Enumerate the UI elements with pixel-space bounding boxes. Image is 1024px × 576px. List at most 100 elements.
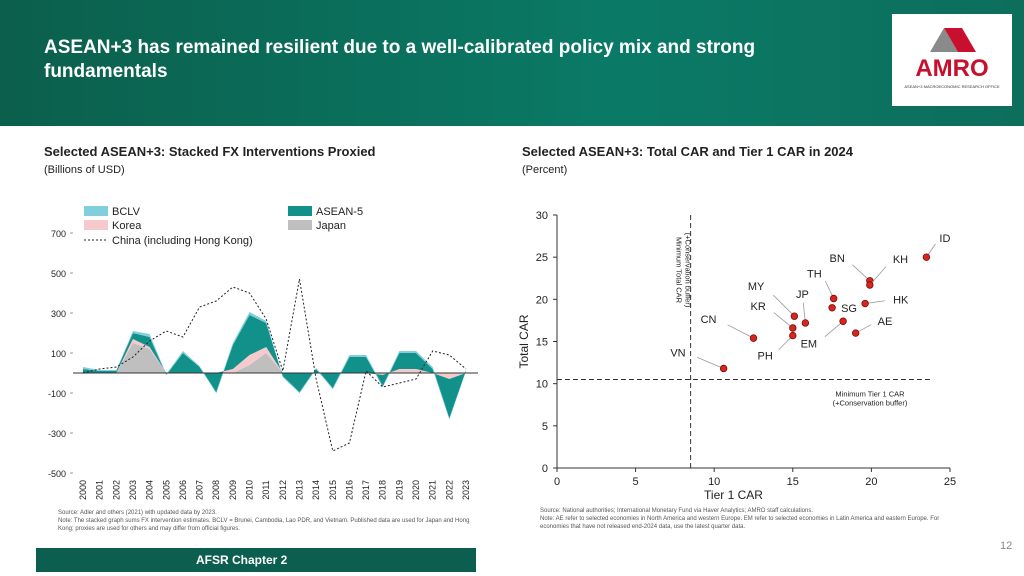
point [801,319,810,327]
x-tick-label: 2009 [228,480,238,500]
note: Note: AE refer to selected economies in … [540,516,940,530]
x-tick-label: 2002 [111,480,121,500]
source-note: Source: National authorities; Internatio… [540,507,960,531]
x-tick-label: 2014 [311,480,321,500]
line-series [82,278,467,452]
legend-label: ASEAN-5 [316,206,363,218]
point-label: BN [830,253,845,265]
leader-line [773,312,794,329]
legend-label: China (including Hong Kong) [112,235,253,247]
logo-shape [944,28,976,52]
x-tick-label: 2012 [278,480,288,500]
legend-label: Japan [316,220,346,232]
reference-label: (+Conservation buffer) [833,398,908,407]
x-tick-label: 10 [708,476,720,488]
x-axis-label: Tier 1 CAR [704,488,763,502]
leader-line [852,264,871,282]
point [719,364,728,373]
point [861,299,869,308]
point-label: MY [748,281,765,293]
point [789,331,797,340]
y-tick-label: 500 [51,269,66,279]
y-tick-label: 100 [51,349,66,359]
point-label: HK [893,295,909,307]
chart-title: Selected ASEAN+3: Total CAR and Tier 1 C… [522,144,854,159]
x-tick-label: 2022 [444,480,454,500]
logo-shape [930,28,958,52]
legend-label: Korea [112,220,142,232]
source-note: Source: Adler and others (2021) with upd… [58,509,478,533]
legend-swatch [84,206,108,216]
legend-label: BCLV [112,206,141,218]
x-tick-label: 2005 [161,480,171,500]
point-label: ID [939,233,950,245]
point [839,317,847,325]
x-tick-label: 2007 [195,480,205,500]
y-tick-label: 30 [536,210,548,222]
y-tick-label: 25 [536,252,548,264]
chapter-bar: AFSR Chapter 2 [36,548,476,572]
point [866,281,874,289]
x-tick-label: 2018 [378,480,388,500]
leader-line [824,320,844,337]
y-axis-label: Total CAR [517,314,531,368]
x-tick-label: 2003 [128,480,138,500]
point-label: EM [801,338,818,350]
stacked-area [83,343,466,373]
point-label: KR [751,301,766,313]
x-tick-label: 2013 [294,480,304,500]
x-tick-label: 2017 [361,480,371,500]
x-tick-label: 2019 [394,480,404,500]
leader-line [696,356,724,369]
page-number: 12 [1000,540,1013,552]
point-label: CN [701,314,717,326]
y-tick-label: 0 [542,463,548,475]
header-band [0,0,1024,126]
legend-swatch [84,220,108,230]
legend-swatch [288,206,312,216]
point-label: VN [670,347,685,359]
x-tick-label: 2023 [461,480,471,500]
x-tick-label: 2015 [328,480,338,500]
x-tick-label: 2004 [145,480,155,500]
y-tick-label: -300 [48,429,66,439]
point [749,334,758,342]
legend-swatch [288,220,312,230]
x-tick-label: 0 [554,476,560,488]
x-tick-label: 2016 [344,480,354,500]
reference-label: Minimum Tier 1 CAR [835,389,905,398]
point [829,294,838,303]
point [790,312,799,320]
y-tick-label: 300 [51,309,66,319]
y-tick-label: 20 [536,294,548,306]
slide-title: ASEAN+3 has remained resilient due to a … [44,37,756,82]
x-tick-label: 2006 [178,480,188,500]
reference-label: (+Conservation buffer) [684,233,693,308]
y-tick-label: 10 [536,379,548,391]
leader-line [727,324,754,339]
point-label: SG [841,303,857,315]
x-tick-label: 5 [633,476,639,488]
leader-line [773,294,795,317]
x-tick-label: 15 [787,476,799,488]
x-tick-label: 2001 [95,480,105,500]
point-label: KH [893,254,908,266]
y-tick-label: -100 [48,389,66,399]
point [789,324,797,332]
x-tick-label: 2011 [261,480,271,499]
logo: AMRO ASEAN+3 MACROECONOMIC RESEARCH OFFI… [892,14,1012,106]
x-tick-label: 25 [944,476,956,488]
y-tick-label: 15 [536,337,548,349]
point-label: PH [758,351,773,363]
logo-graphic: AMRO ASEAN+3 MACROECONOMIC RESEARCH OFFI… [904,28,1000,89]
point-label: AE [878,316,893,328]
x-tick-label: 2010 [245,480,255,500]
x-tick-label: 2008 [211,480,221,500]
y-tick-label: 700 [51,229,66,239]
point-label: TH [807,268,822,280]
y-tick-label: -500 [48,469,66,479]
point-label: JP [796,289,809,301]
logo-name: AMRO [915,55,988,82]
note: Note: The stacked graph sums FX interven… [58,518,470,532]
